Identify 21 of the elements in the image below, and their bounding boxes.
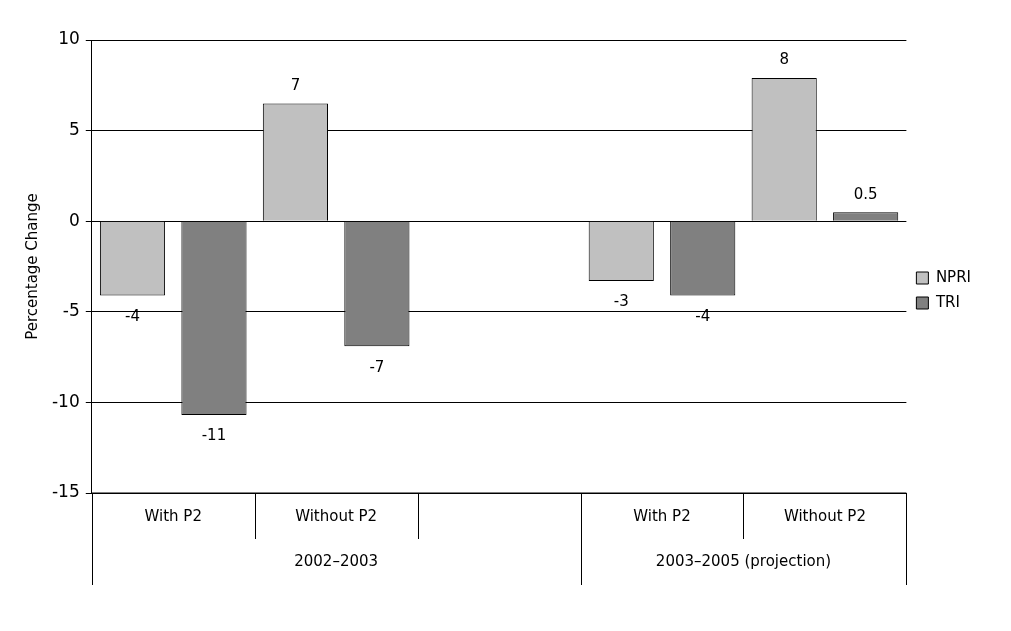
text: 2003–2005 (projection) xyxy=(655,551,832,570)
y-tick-label: -5 xyxy=(62,300,80,321)
data-label: -7 xyxy=(369,357,385,376)
data-label: 0.5 xyxy=(853,184,878,203)
x-tick-label: With P2 xyxy=(144,506,202,525)
y-axis-title: Percentage Change xyxy=(22,193,41,340)
y-tick-label: 10 xyxy=(58,28,80,49)
y-tick-label: -15 xyxy=(51,481,80,502)
x-tick-label: Without P2 xyxy=(295,506,378,525)
x-tick-label: With P2 xyxy=(633,506,691,525)
legend-label: TRI xyxy=(934,292,960,311)
data-label: -3 xyxy=(613,292,629,311)
y-tick-label: 0 xyxy=(68,209,80,230)
y-tick-label: 5 xyxy=(68,119,80,140)
x-tick-label: Without P2 xyxy=(783,506,866,525)
y-tick-label: -10 xyxy=(51,390,80,411)
legend-label: NPRI xyxy=(935,267,972,286)
data-label: -11 xyxy=(201,426,227,445)
data-label: 7 xyxy=(290,75,301,94)
data-label: 8 xyxy=(779,50,789,69)
text: 2002–2003 xyxy=(294,551,379,570)
